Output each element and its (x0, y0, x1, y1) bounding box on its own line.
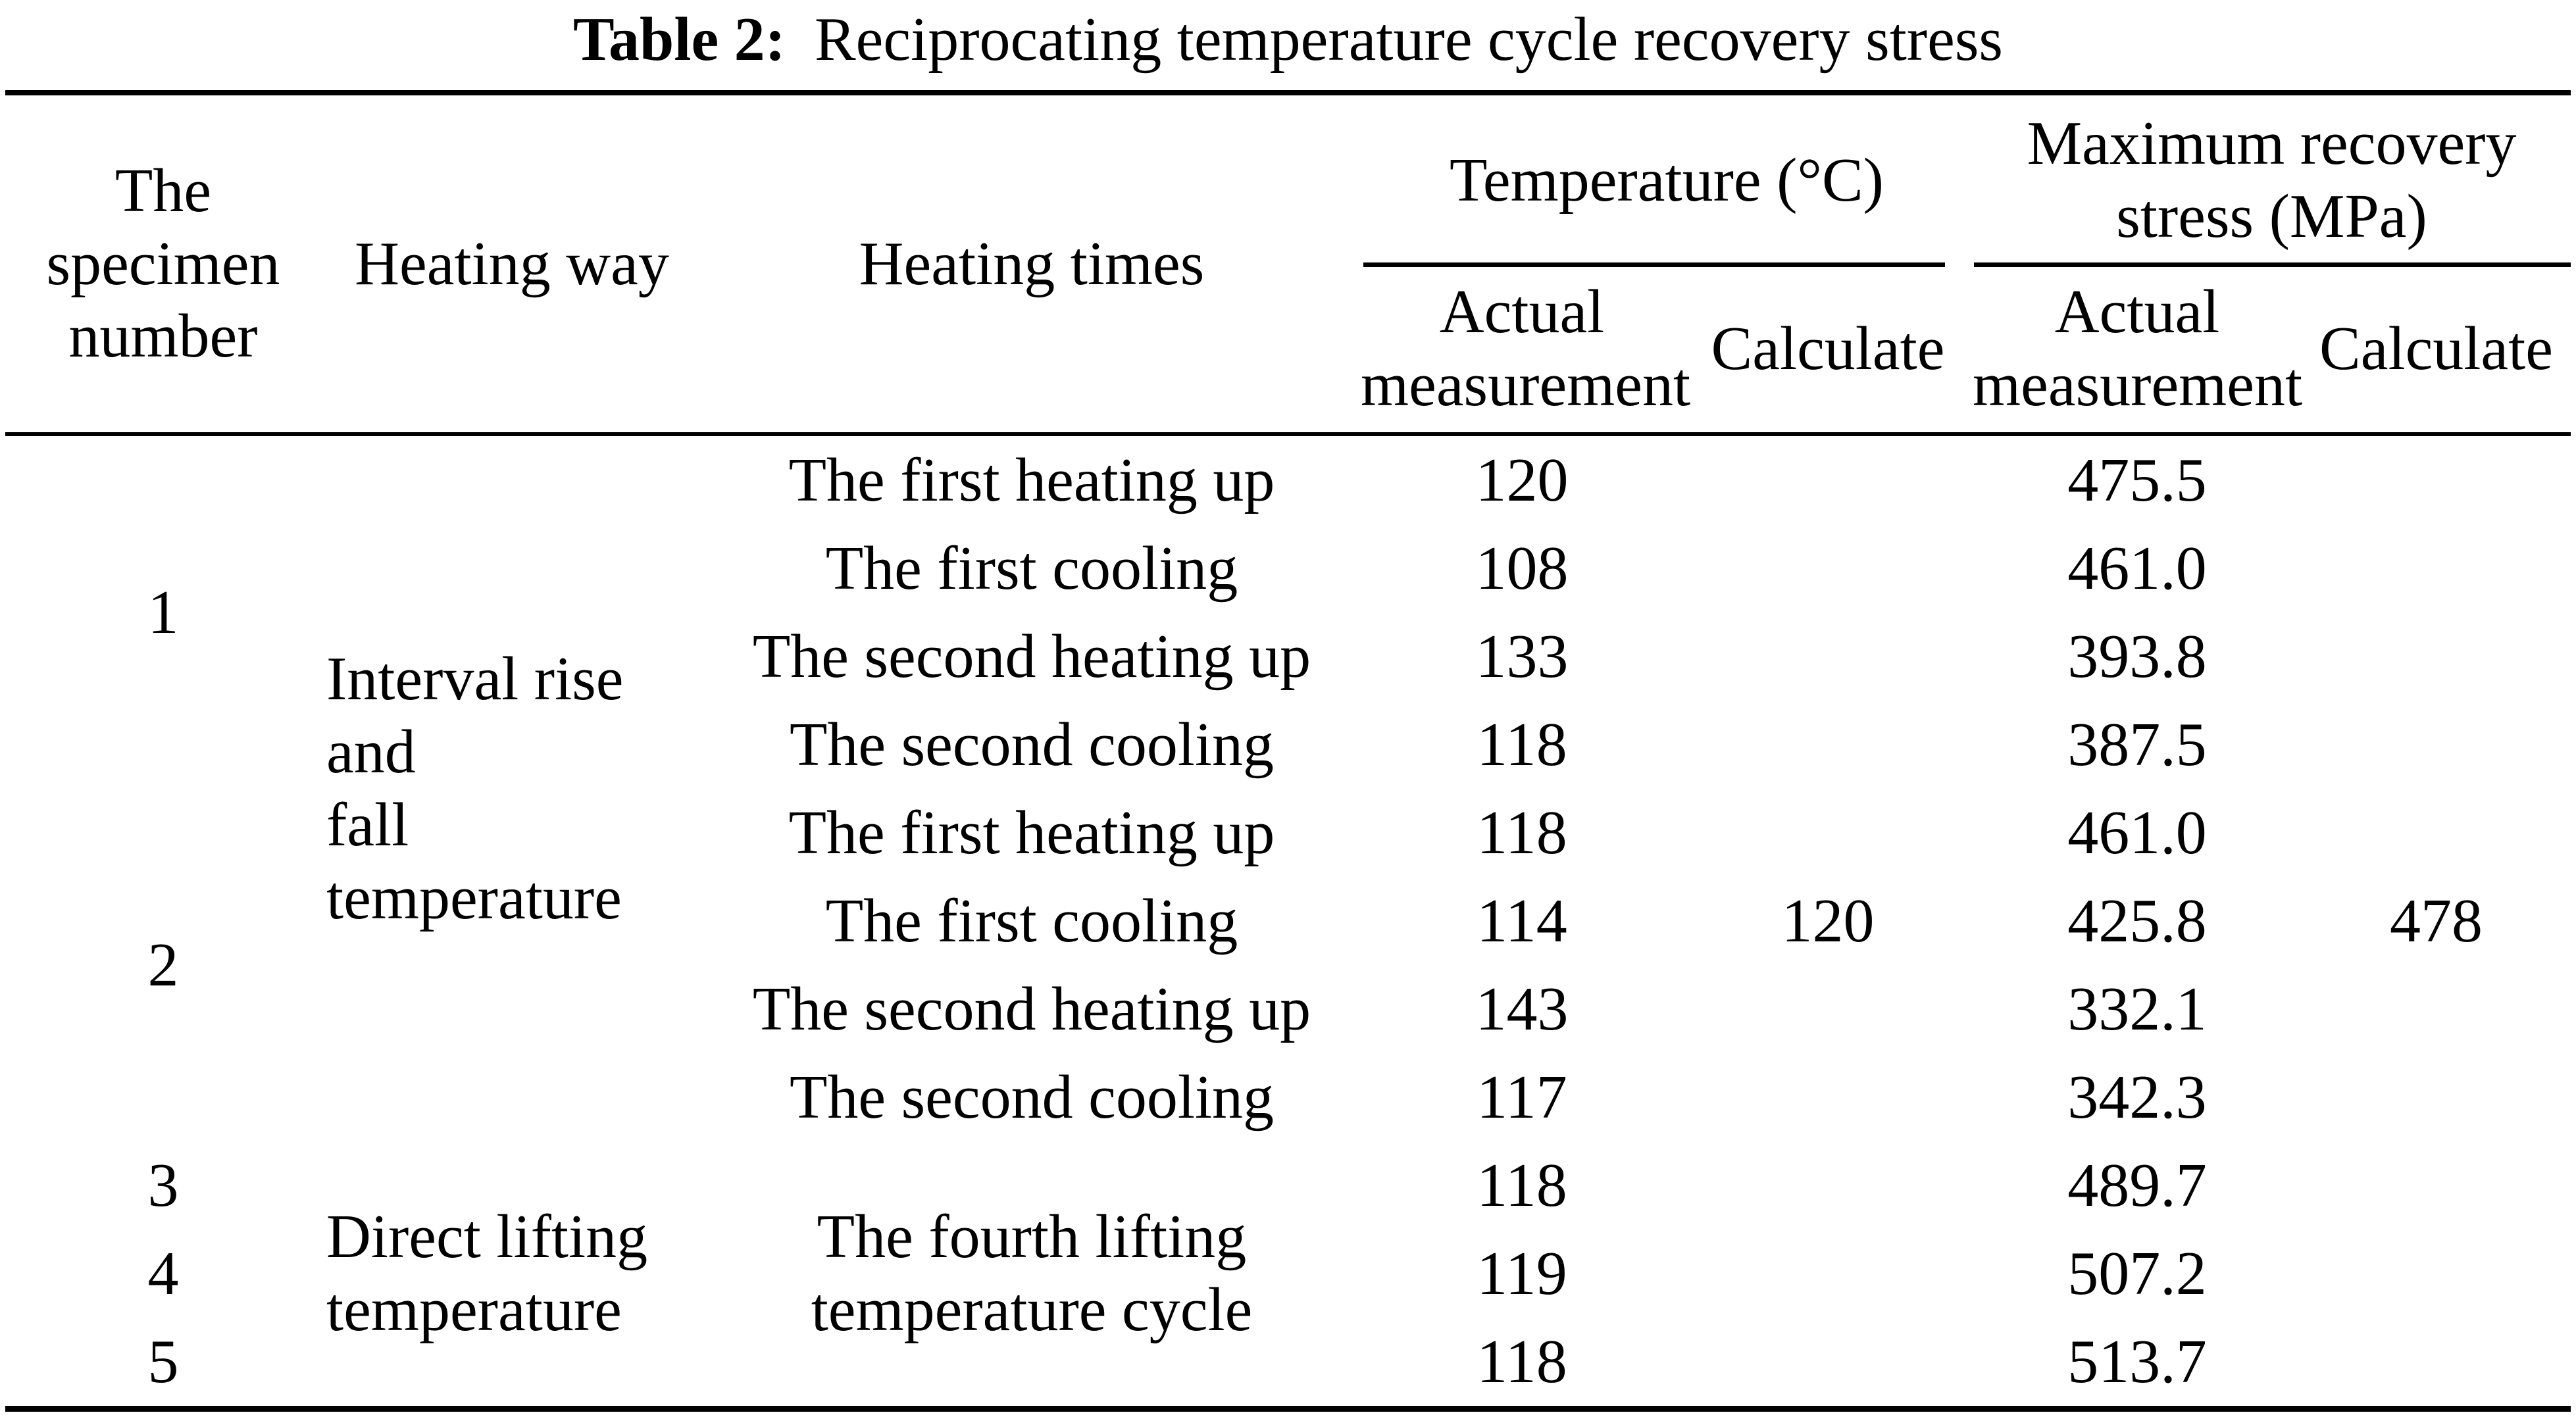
cell-stress-actual: 393.8 (2067, 622, 2207, 691)
header-stress-actual-measurement: Actual measurement (1973, 265, 2302, 436)
header-temp-calculate: Calculate (1683, 265, 1973, 436)
cell-stress-actual: 475.5 (2067, 445, 2207, 514)
table-caption-text: Reciprocating temperature cycle recovery… (814, 5, 2003, 74)
cell-stress-actual: 425.8 (2067, 886, 2207, 955)
table-row: 5 118 513.7 (5, 1318, 2571, 1406)
table-caption: Table 2: Reciprocating temperature cycle … (0, 0, 2576, 90)
header-max-recovery-stress-group: Maximum recovery stress (MPa) (1973, 95, 2571, 267)
cell-heating-time: The first heating up (788, 445, 1275, 514)
cell-temp-actual: 114 (1477, 886, 1567, 955)
cell-temp-actual: 118 (1477, 1327, 1567, 1396)
cell-temp-actual: 120 (1475, 445, 1569, 514)
table-row: The second heating up 143 332.1 (5, 965, 2571, 1053)
cell-stress-actual: 332.1 (2067, 974, 2207, 1043)
header-temp-actual-measurement: Actual measurement (1361, 265, 1690, 436)
table-row: 2 The first heating up 118 461.0 (5, 789, 2571, 999)
cell-heating-way-direct: Direct lifting temperature (326, 1203, 648, 1344)
cell-temp-actual: 118 (1477, 798, 1567, 867)
cell-heating-time: The first cooling (825, 886, 1238, 955)
cell-specimen-4: 4 (147, 1239, 179, 1308)
cell-temp-actual: 117 (1477, 1062, 1567, 1131)
table-row: The first cooling 114 425.8 (5, 877, 2571, 965)
cell-specimen-2: 2 (147, 930, 179, 999)
cell-stress-actual: 507.2 (2067, 1239, 2207, 1308)
cell-heating-way-interval: Interval rise and fall temperature (326, 645, 624, 932)
table-row: 1 Interval rise and fall temperature The… (5, 436, 2571, 955)
cell-stress-calculate: 478 (2390, 886, 2483, 955)
cell-temp-actual: 118 (1477, 1151, 1567, 1220)
cell-stress-actual: 461.0 (2067, 798, 2207, 867)
cell-heating-time: The first cooling (825, 534, 1238, 603)
cell-temp-actual: 119 (1477, 1239, 1567, 1308)
header-heating-way: Heating way (321, 95, 703, 436)
table-caption-label: Table 2: (572, 5, 786, 74)
table-row: 3 Direct lifting temperature The fourth … (5, 1141, 2571, 1344)
table-row: The second heating up 133 393.8 (5, 612, 2571, 701)
cell-heating-time: The second cooling (789, 1062, 1275, 1131)
cell-temp-actual: 118 (1477, 710, 1567, 779)
cell-specimen-3: 3 (147, 1151, 179, 1220)
header-temperature-group: Temperature (°C) (1361, 95, 1973, 267)
table-row: 4 119 507.2 (5, 1230, 2571, 1318)
cell-temp-calculate: 120 (1781, 886, 1875, 955)
cell-stress-actual: 342.3 (2067, 1062, 2207, 1131)
cell-stress-actual: 461.0 (2067, 534, 2207, 603)
table-row: The first cooling 108 461.0 (5, 524, 2571, 612)
cell-stress-actual: 387.5 (2067, 710, 2207, 779)
header-specimen-number: The specimen number (5, 95, 321, 436)
table-body: 1 Interval rise and fall temperature The… (5, 436, 2571, 1406)
table-header: The specimen number Heating way Heating … (5, 95, 2571, 436)
data-table: The specimen number Heating way Heating … (5, 90, 2571, 1412)
cell-heating-time-fourth-cycle: The fourth lifting temperature cycle (811, 1203, 1253, 1344)
table-row: The second cooling 118 387.5 (5, 701, 2571, 789)
cell-heating-time: The first heating up (788, 798, 1275, 867)
cell-stress-actual: 489.7 (2067, 1151, 2207, 1220)
cell-temp-actual: 108 (1475, 534, 1569, 603)
cell-temp-actual: 133 (1475, 622, 1569, 691)
cell-heating-time: The second heating up (752, 622, 1311, 691)
cell-heating-time: The second cooling (789, 710, 1275, 779)
header-heating-times: Heating times (703, 95, 1361, 436)
header-stress-calculate: Calculate (2302, 265, 2571, 436)
cell-temp-actual: 143 (1475, 974, 1569, 1043)
cell-specimen-5: 5 (147, 1327, 179, 1396)
table-row: The second cooling 117 342.3 (5, 1053, 2571, 1141)
cell-stress-actual: 513.7 (2067, 1327, 2207, 1396)
cell-specimen-1: 1 (147, 578, 179, 647)
cell-heating-time: The second heating up (752, 974, 1311, 1043)
